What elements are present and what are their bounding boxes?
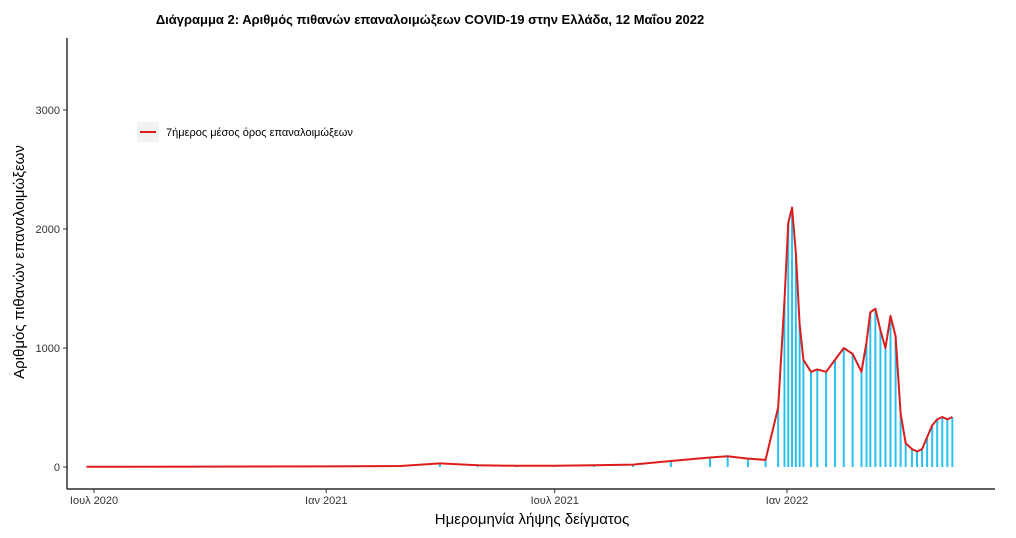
bar <box>869 312 872 467</box>
bar <box>709 457 711 467</box>
bar <box>910 449 913 467</box>
bar <box>946 419 949 467</box>
bar <box>798 324 801 467</box>
y-tick-label: 1000 <box>36 343 60 355</box>
bar <box>764 459 767 467</box>
bar <box>791 207 794 467</box>
y-tick-label: 0 <box>54 462 60 474</box>
x-tick-label: Ιουλ 2021 <box>531 495 579 507</box>
bar <box>865 342 868 467</box>
bar <box>951 417 954 467</box>
bar <box>833 359 836 467</box>
bar <box>899 413 902 467</box>
bar <box>794 252 797 467</box>
bar <box>931 425 934 467</box>
bar <box>669 461 672 467</box>
bar <box>860 371 863 467</box>
bar <box>783 300 786 467</box>
bar <box>726 456 729 467</box>
bars-group <box>93 207 954 467</box>
bar <box>889 315 892 467</box>
x-tick-label: Ιουλ 2020 <box>70 495 118 507</box>
bar <box>916 451 919 467</box>
y-axis-title: Αριθμός πιθανών επαναλοιμώξεων <box>11 145 28 379</box>
bar <box>851 353 854 467</box>
x-axis-title: Ημερομηνία λήψης δείγματος <box>435 511 629 528</box>
x-tick-label: Ιαν 2021 <box>305 495 347 507</box>
bar <box>746 458 749 467</box>
bar <box>787 223 790 467</box>
series-line-7day-average <box>86 206 953 468</box>
bar <box>632 464 634 467</box>
bar <box>438 463 441 467</box>
bar <box>816 369 819 467</box>
bar <box>904 443 907 467</box>
bar <box>842 348 845 467</box>
y-tick-label: 3000 <box>36 105 60 117</box>
bar <box>777 407 780 467</box>
bar <box>921 449 924 467</box>
bar <box>874 308 877 467</box>
bar <box>879 330 882 467</box>
legend-label: 7ήμερος μέσος όρος επαναλοιμώξεων <box>166 127 353 139</box>
bar <box>894 336 897 467</box>
axes-group <box>66 38 995 490</box>
y-ticks: 0 1000 2000 3000 <box>36 105 67 474</box>
bar <box>825 371 828 467</box>
line-group <box>86 206 953 468</box>
y-tick-label: 2000 <box>36 224 60 236</box>
bar <box>802 359 805 467</box>
x-ticks: Ιουλ 2020 Ιαν 2021 Ιουλ 2021 Ιαν 2022 <box>70 489 808 507</box>
x-tick-label: Ιαν 2022 <box>766 495 808 507</box>
legend: 7ήμερος μέσος όρος επαναλοιμώξεων <box>137 122 353 142</box>
bar <box>941 417 944 467</box>
chart-title: Διάγραμμα 2: Αριθμός πιθανών επαναλοιμώξ… <box>155 12 705 27</box>
bar <box>884 348 887 467</box>
bar <box>936 419 939 467</box>
bar <box>926 437 929 467</box>
bar <box>809 371 812 467</box>
